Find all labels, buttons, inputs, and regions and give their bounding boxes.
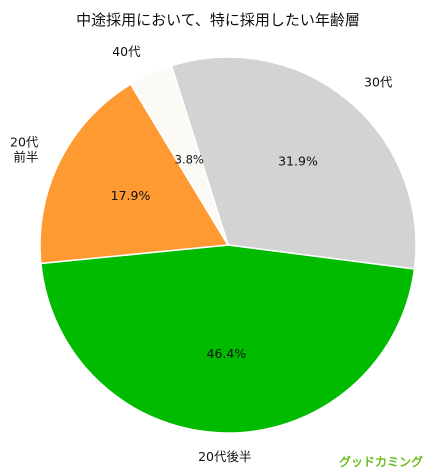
category-label-20s-late: 20代後半 [198,449,251,464]
chart-title: 中途採用において、特に採用したい年齢層 [76,11,360,29]
category-label-20s-early: 20代前半 [10,135,39,165]
pie-slice-40s [129,64,229,246]
brand-logo: グッドカミング [339,454,423,469]
pct-label-30s: 31.9% [278,153,318,168]
category-label-40s: 40代 [112,44,141,59]
pie-slice-20s-early [39,83,230,265]
pie-slice-30s [170,56,417,270]
pie-slices [39,56,417,434]
pct-label-20s-early: 17.9% [111,188,151,203]
pie-slice-20s-late [40,244,416,434]
pct-label-40s: 3.8% [175,152,204,166]
category-label-30s: 30代 [364,74,393,89]
pct-label-20s-late: 46.4% [207,346,247,361]
pie-labels: 31.9% 30代 46.4% 20代後半 17.9% 20代前半 3.8% 40代 [10,44,393,464]
